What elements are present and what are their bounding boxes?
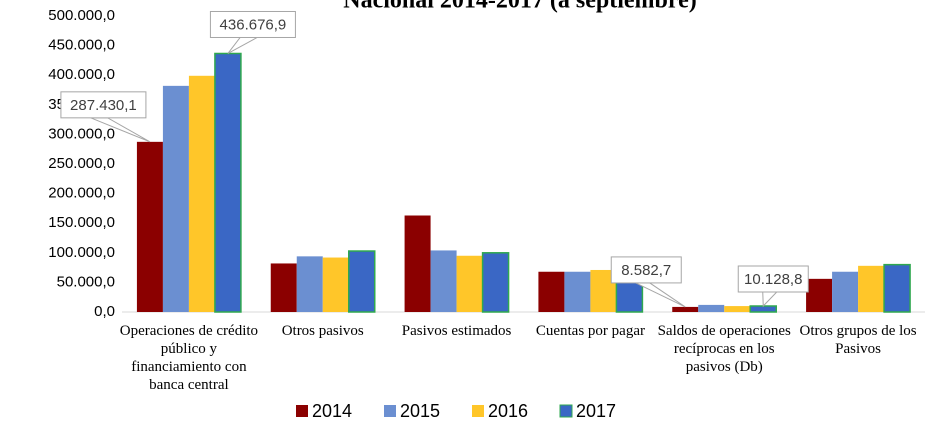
- y-tick-label: 0,0: [94, 303, 115, 320]
- y-tick-label: 250.000,0: [48, 155, 115, 172]
- y-tick-label: 500.000,0: [48, 7, 115, 24]
- bar: [348, 250, 376, 313]
- bar: [214, 52, 242, 313]
- bar: [858, 265, 885, 312]
- bar: [188, 75, 215, 313]
- x-tick-label: Saldos de operaciones recíprocas en los …: [657, 323, 791, 375]
- chart-title: Nacional 2014-2017 (a septiembre): [343, 0, 697, 14]
- callout-pointer: [635, 282, 686, 308]
- legend-swatch: [559, 404, 573, 418]
- callout-box: [737, 265, 809, 293]
- callout-pointer: [227, 36, 258, 54]
- x-tick-label: Operaciones de crédito público y financi…: [119, 323, 259, 393]
- x-tick-label: Pasivos estimados: [401, 323, 512, 339]
- bar: [270, 263, 297, 312]
- x-tick-label: Otros pasivos: [281, 323, 364, 339]
- callout-box: [610, 256, 682, 284]
- bar: [322, 257, 349, 312]
- x-tick-label: Cuentas por pagar: [535, 323, 645, 339]
- y-tick-label: 100.000,0: [48, 244, 115, 261]
- legend-swatch: [296, 405, 308, 417]
- y-tick-label: 50.000,0: [57, 273, 115, 290]
- legend-swatch: [472, 405, 484, 417]
- bar: [456, 255, 483, 312]
- bar: [749, 305, 777, 313]
- data-label: 287.430,1: [70, 97, 137, 114]
- callout-pointer: [762, 291, 778, 308]
- bar: [162, 85, 189, 312]
- bar: [404, 215, 431, 312]
- callout-box: [60, 91, 147, 119]
- y-tick-label: 150.000,0: [48, 214, 115, 231]
- y-tick-label: 400.000,0: [48, 66, 115, 83]
- legend-label: 2014: [312, 401, 352, 421]
- bar: [430, 250, 457, 312]
- x-tick-label: Otros grupos de los Pasivos: [799, 323, 917, 357]
- callout-box: [209, 10, 296, 38]
- y-tick-label: 200.000,0: [48, 185, 115, 202]
- data-label: 436.676,9: [220, 16, 287, 33]
- bar: [538, 271, 565, 312]
- bar: [883, 263, 911, 313]
- bar: [698, 304, 725, 312]
- data-label: 8.582,7: [621, 262, 671, 279]
- legend-label: 2016: [488, 401, 528, 421]
- bar: [806, 278, 833, 312]
- y-tick-label: 300.000,0: [48, 125, 115, 142]
- bar: [832, 271, 859, 312]
- bar: [481, 252, 510, 313]
- bar: [564, 271, 591, 312]
- legend-label: 2015: [400, 401, 440, 421]
- data-label: 10.128,8: [744, 271, 802, 288]
- legend-label: 2017: [576, 401, 616, 421]
- bar: [724, 306, 751, 312]
- bar: [296, 256, 323, 312]
- legend-swatch: [384, 405, 396, 417]
- bar: [672, 306, 699, 312]
- y-tick-label: 450.000,0: [48, 37, 115, 54]
- bar: [136, 141, 163, 312]
